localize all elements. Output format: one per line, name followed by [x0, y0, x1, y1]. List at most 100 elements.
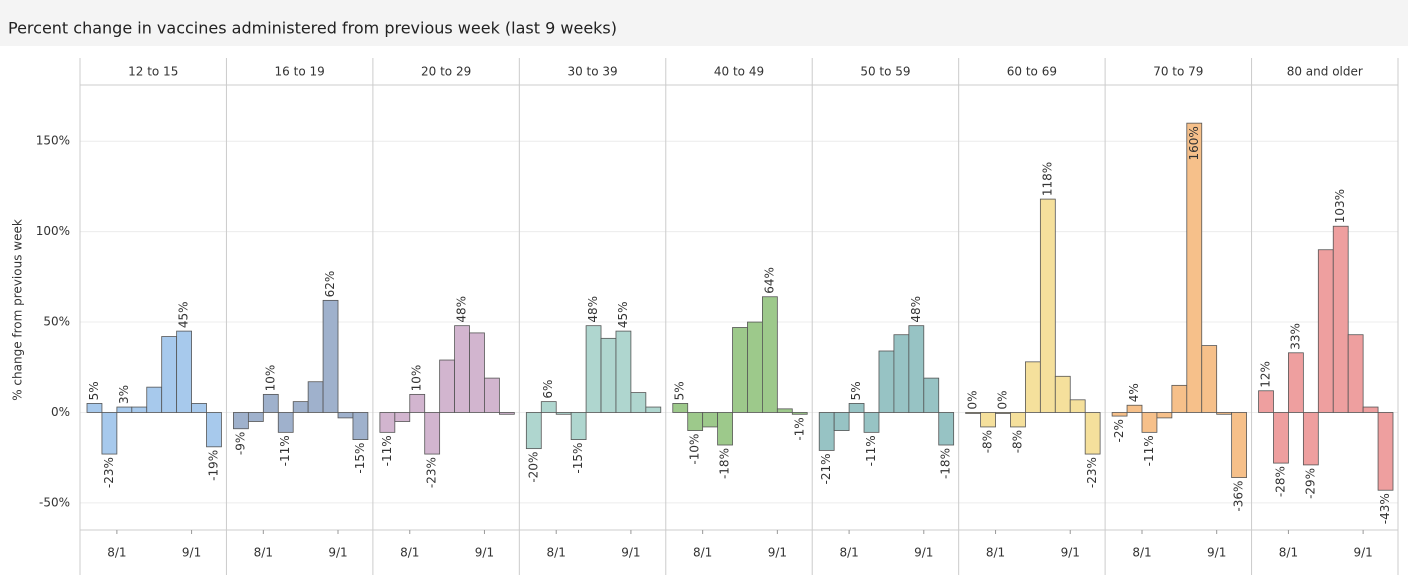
- data-label: 33%: [1288, 323, 1302, 350]
- bar: [600, 337, 617, 413]
- bar: [469, 332, 485, 413]
- panel-header: 80 and older: [1287, 65, 1363, 79]
- x-tick-label: 9/1: [328, 546, 347, 560]
- x-tick-label: 9/1: [1353, 546, 1372, 560]
- data-label: 103%: [1333, 189, 1347, 223]
- x-tick-label: 9/1: [914, 546, 933, 560]
- panel-header: 20 to 29: [421, 65, 471, 79]
- bar: [630, 392, 647, 413]
- y-tick-label: 100%: [36, 224, 70, 238]
- bar: [1332, 225, 1349, 413]
- bar: [1156, 412, 1173, 419]
- data-label: -15%: [353, 443, 367, 474]
- bar: [191, 403, 207, 413]
- bar: [615, 330, 632, 413]
- bar: [1084, 412, 1101, 455]
- bar: [322, 299, 339, 413]
- data-label: -10%: [688, 434, 702, 465]
- bar: [570, 412, 587, 440]
- x-tick-label: 8/1: [1132, 546, 1151, 560]
- x-tick-label: 8/1: [400, 546, 419, 560]
- data-label: -2%: [1112, 419, 1126, 442]
- x-tick-label: 8/1: [693, 546, 712, 560]
- data-label: 0%: [966, 390, 980, 409]
- bar: [498, 412, 515, 415]
- data-label: 10%: [263, 365, 277, 392]
- bar: [1302, 412, 1319, 466]
- x-tick-label: 8/1: [986, 546, 1005, 560]
- panel-header: 16 to 19: [275, 65, 325, 79]
- data-label: 10%: [410, 365, 424, 392]
- x-tick-label: 9/1: [475, 546, 494, 560]
- bar: [352, 412, 369, 440]
- data-label: -8%: [981, 430, 995, 453]
- data-label: 0%: [996, 390, 1010, 409]
- x-tick-label: 9/1: [621, 546, 640, 560]
- bar: [1201, 345, 1218, 413]
- bar: [1141, 412, 1158, 433]
- bar: [525, 412, 542, 450]
- bar: [776, 408, 793, 413]
- title-bar: [0, 0, 1408, 46]
- bar: [86, 403, 103, 413]
- data-label: 5%: [849, 381, 863, 400]
- data-label: -1%: [792, 417, 806, 440]
- bar: [454, 325, 470, 413]
- bar: [980, 412, 996, 428]
- bar: [818, 412, 835, 451]
- x-tick-label: 9/1: [1207, 546, 1226, 560]
- bar: [1231, 412, 1247, 478]
- bar: [555, 412, 572, 415]
- bar: [702, 412, 718, 428]
- data-label: -19%: [206, 450, 220, 481]
- bar: [732, 327, 748, 413]
- bar: [1171, 384, 1188, 413]
- bar: [672, 403, 689, 413]
- bar: [116, 406, 133, 413]
- x-tick-label: 8/1: [1279, 546, 1298, 560]
- bar: [965, 412, 982, 414]
- bar: [762, 296, 778, 413]
- bar: [791, 412, 808, 415]
- data-label: -18%: [939, 448, 953, 479]
- data-label: 4%: [1127, 383, 1141, 402]
- data-label: 48%: [909, 296, 923, 323]
- data-label: 62%: [323, 271, 337, 298]
- bar: [938, 412, 955, 446]
- panel-header: 60 to 69: [1007, 65, 1057, 79]
- bar: [394, 412, 411, 422]
- bar: [1288, 352, 1304, 413]
- y-tick-label: 0%: [51, 405, 70, 419]
- data-label: -20%: [526, 452, 540, 483]
- bar: [1025, 361, 1041, 413]
- bar: [409, 393, 426, 413]
- bar: [1362, 406, 1379, 413]
- bar: [878, 350, 895, 413]
- bar: [146, 386, 163, 413]
- data-label: 160%: [1187, 126, 1201, 160]
- bar: [337, 412, 354, 419]
- y-tick-label: 150%: [36, 134, 70, 148]
- bar: [277, 412, 294, 433]
- bar: [1216, 412, 1233, 415]
- bar: [585, 325, 602, 413]
- bar: [1111, 412, 1128, 417]
- data-label: -28%: [1273, 466, 1287, 497]
- y-axis-label: % change from previous week: [11, 219, 25, 401]
- bar: [379, 412, 396, 433]
- data-label: -11%: [380, 435, 394, 466]
- data-label: -11%: [278, 435, 292, 466]
- x-tick-label: 8/1: [107, 546, 126, 560]
- data-label: -23%: [102, 457, 116, 488]
- bar: [233, 412, 249, 430]
- x-tick-label: 9/1: [1061, 546, 1080, 560]
- y-tick-label: 50%: [43, 315, 70, 329]
- data-label: -23%: [1085, 457, 1099, 488]
- bar: [1377, 412, 1394, 491]
- data-label: -29%: [1303, 468, 1317, 499]
- data-label: -8%: [1010, 430, 1024, 453]
- bar: [540, 401, 557, 413]
- data-label: 5%: [673, 381, 687, 400]
- y-tick-label: -50%: [39, 495, 70, 509]
- x-tick-label: 9/1: [182, 546, 201, 560]
